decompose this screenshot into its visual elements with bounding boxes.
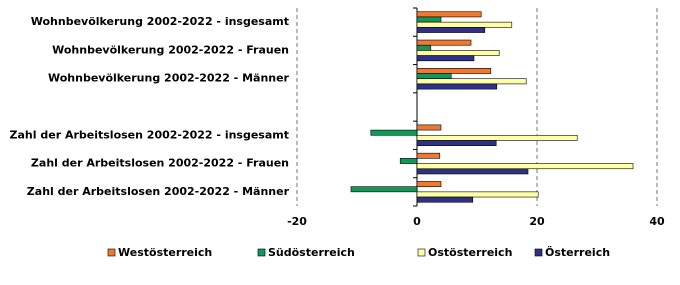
x-tick-label: 40 xyxy=(649,215,665,228)
bar xyxy=(416,181,442,187)
x-tick-label: 0 xyxy=(413,215,421,228)
legend-swatch xyxy=(107,248,116,257)
bar xyxy=(399,158,418,164)
bar xyxy=(416,196,474,203)
bar xyxy=(416,168,529,175)
bar xyxy=(416,83,498,90)
bar xyxy=(416,27,486,33)
legend-label: Ostösterreich xyxy=(428,246,512,259)
bar xyxy=(416,163,634,170)
bar xyxy=(416,55,475,62)
bar xyxy=(416,191,539,198)
bar xyxy=(416,16,442,23)
y-tick-label: Wohnbevölkerung 2002-2022 - Männer xyxy=(48,72,290,85)
legend-label: Österreich xyxy=(545,245,610,259)
bar xyxy=(416,50,500,56)
legend-swatch xyxy=(257,248,266,257)
bar xyxy=(350,186,418,193)
bar xyxy=(370,129,418,136)
bar xyxy=(416,152,441,159)
y-tick-label: Wohnbevölkerung 2002-2022 - Frauen xyxy=(52,43,289,56)
legend-label: Südösterreich xyxy=(268,246,355,259)
legend-swatch xyxy=(417,248,426,257)
x-tick-label: -20 xyxy=(287,215,307,228)
bar xyxy=(416,124,442,131)
bar xyxy=(416,39,472,46)
bar xyxy=(416,134,578,141)
y-tick-label: Wohnbevölkerung 2002-2022 - insgesamt xyxy=(31,15,289,28)
bar xyxy=(416,78,527,85)
y-tick-label: Zahl der Arbeitslosen 2002-2022 - insges… xyxy=(10,128,289,141)
bar xyxy=(416,21,513,28)
bar xyxy=(416,73,452,80)
bar xyxy=(416,11,482,18)
legend-swatch xyxy=(534,248,543,257)
y-tick-label: Zahl der Arbeitslosen 2002-2022 - Frauen xyxy=(31,157,289,170)
legend-label: Westösterreich xyxy=(118,246,212,259)
bar xyxy=(416,44,432,51)
bar xyxy=(416,68,492,74)
x-tick-label: 20 xyxy=(529,215,545,228)
y-tick-label: Zahl der Arbeitslosen 2002-2022 - Männer xyxy=(27,185,290,198)
bar xyxy=(416,140,497,146)
